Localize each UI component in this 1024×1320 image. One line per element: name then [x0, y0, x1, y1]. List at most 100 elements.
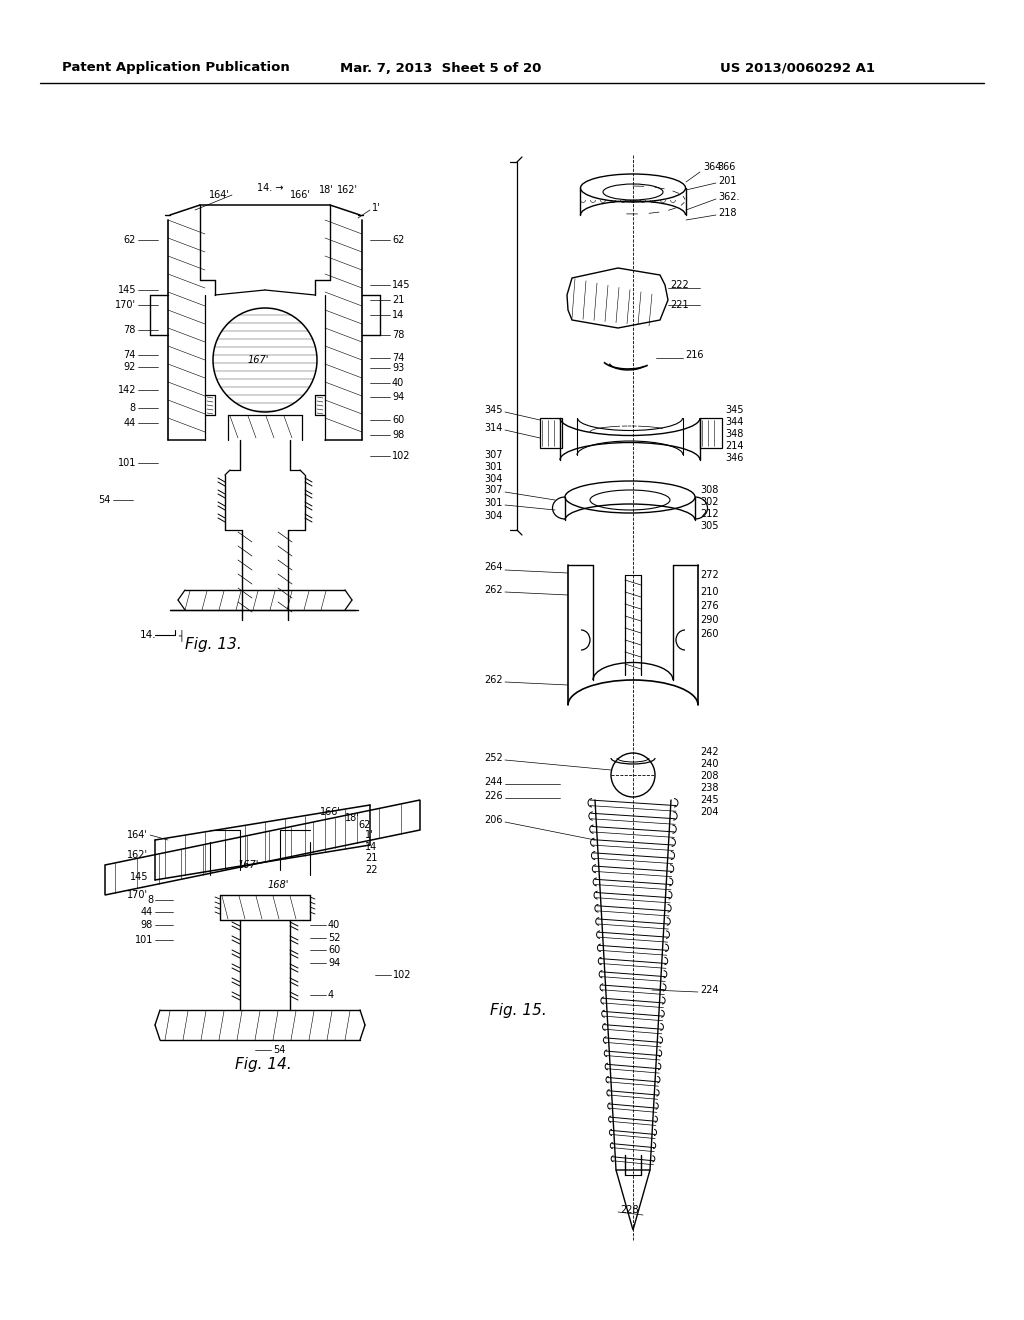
Text: 290: 290	[700, 615, 719, 624]
Text: 260: 260	[700, 630, 719, 639]
Text: 210: 210	[700, 587, 719, 597]
Text: 14. →: 14. →	[257, 183, 284, 193]
Text: 18': 18'	[318, 185, 334, 195]
Text: 226: 226	[484, 791, 503, 801]
Text: 18': 18'	[345, 813, 359, 822]
Text: 21: 21	[365, 853, 378, 863]
Text: 252: 252	[484, 752, 503, 763]
Text: 170': 170'	[115, 300, 136, 310]
Text: ┤: ┤	[178, 630, 184, 642]
Text: Mar. 7, 2013  Sheet 5 of 20: Mar. 7, 2013 Sheet 5 of 20	[340, 62, 542, 74]
Text: 162': 162'	[337, 185, 357, 195]
Text: 1': 1'	[372, 203, 381, 213]
Text: 244: 244	[484, 777, 503, 787]
Text: 366: 366	[717, 162, 735, 172]
Text: 304: 304	[484, 474, 503, 484]
Text: 145: 145	[118, 285, 136, 294]
Text: 94: 94	[392, 392, 404, 403]
Text: 240: 240	[700, 759, 719, 770]
Text: 345: 345	[725, 405, 743, 414]
Text: Fig. 15.: Fig. 15.	[490, 1002, 547, 1018]
Text: 214: 214	[725, 441, 743, 451]
Text: 242: 242	[700, 747, 719, 756]
Text: 162': 162'	[127, 850, 148, 861]
Text: 44: 44	[140, 907, 153, 917]
Text: 170': 170'	[127, 890, 148, 900]
Text: 201: 201	[718, 176, 736, 186]
Text: 93: 93	[392, 363, 404, 374]
Text: 264: 264	[484, 562, 503, 572]
Text: 348: 348	[725, 429, 743, 440]
Text: 166': 166'	[319, 807, 341, 817]
Text: 102: 102	[393, 970, 412, 979]
Text: 346: 346	[725, 453, 743, 463]
Text: 142: 142	[118, 385, 136, 395]
Text: 74: 74	[124, 350, 136, 360]
Text: 302: 302	[700, 498, 719, 507]
Text: 307: 307	[484, 450, 503, 459]
Text: 78: 78	[392, 330, 404, 341]
Text: 168': 168'	[267, 880, 289, 890]
Text: 8: 8	[130, 403, 136, 413]
Text: 301: 301	[484, 462, 503, 473]
Text: 204: 204	[700, 807, 719, 817]
Text: 14: 14	[392, 310, 404, 319]
Text: 22: 22	[365, 865, 378, 875]
Text: 4: 4	[328, 990, 334, 1001]
Text: 212: 212	[700, 510, 719, 519]
Text: 98: 98	[392, 430, 404, 440]
Text: 224: 224	[700, 985, 719, 995]
Text: 40: 40	[392, 378, 404, 388]
Text: 44: 44	[124, 418, 136, 428]
Text: 98: 98	[140, 920, 153, 931]
Text: 101: 101	[134, 935, 153, 945]
Text: Patent Application Publication: Patent Application Publication	[62, 62, 290, 74]
Text: 54: 54	[273, 1045, 286, 1055]
Text: 92: 92	[124, 362, 136, 372]
Text: 60: 60	[392, 414, 404, 425]
Text: 145: 145	[129, 873, 148, 882]
Text: 206: 206	[484, 814, 503, 825]
Text: 245: 245	[700, 795, 719, 805]
Text: 74: 74	[392, 352, 404, 363]
Text: 301: 301	[484, 498, 503, 508]
Text: 304: 304	[484, 511, 503, 521]
Text: 14: 14	[365, 842, 377, 851]
Text: 166': 166'	[290, 190, 310, 201]
Text: 78: 78	[124, 325, 136, 335]
Text: 208: 208	[700, 771, 719, 781]
Text: 276: 276	[700, 601, 719, 611]
Text: 345: 345	[484, 405, 503, 414]
Circle shape	[611, 752, 655, 797]
Text: 362.: 362.	[718, 191, 739, 202]
Text: 62: 62	[124, 235, 136, 246]
Text: 62: 62	[358, 820, 371, 830]
Text: 62: 62	[392, 235, 404, 246]
Text: 262: 262	[484, 585, 503, 595]
Text: 101: 101	[118, 458, 136, 469]
Text: 1': 1'	[365, 830, 374, 840]
Text: 218: 218	[718, 209, 736, 218]
Circle shape	[213, 308, 317, 412]
Text: 8: 8	[146, 895, 153, 906]
Text: 145: 145	[392, 280, 411, 290]
Text: Fig. 13.: Fig. 13.	[185, 638, 242, 652]
Text: 272: 272	[700, 570, 719, 579]
Text: 14.: 14.	[140, 630, 157, 640]
Text: 60: 60	[328, 945, 340, 954]
Text: 164': 164'	[127, 830, 148, 840]
Text: 102: 102	[392, 451, 411, 461]
Text: 308: 308	[700, 484, 719, 495]
Text: 262: 262	[484, 675, 503, 685]
Text: 21: 21	[392, 294, 404, 305]
Text: 40: 40	[328, 920, 340, 931]
Text: 54: 54	[98, 495, 111, 506]
Text: 238: 238	[700, 783, 719, 793]
Text: 307: 307	[484, 484, 503, 495]
Text: US 2013/0060292 A1: US 2013/0060292 A1	[720, 62, 874, 74]
Text: Fig. 14.: Fig. 14.	[234, 1057, 292, 1072]
Text: 364: 364	[703, 162, 721, 172]
Text: 52: 52	[328, 933, 341, 942]
Text: 167': 167'	[248, 355, 268, 366]
Text: 222: 222	[670, 280, 689, 290]
